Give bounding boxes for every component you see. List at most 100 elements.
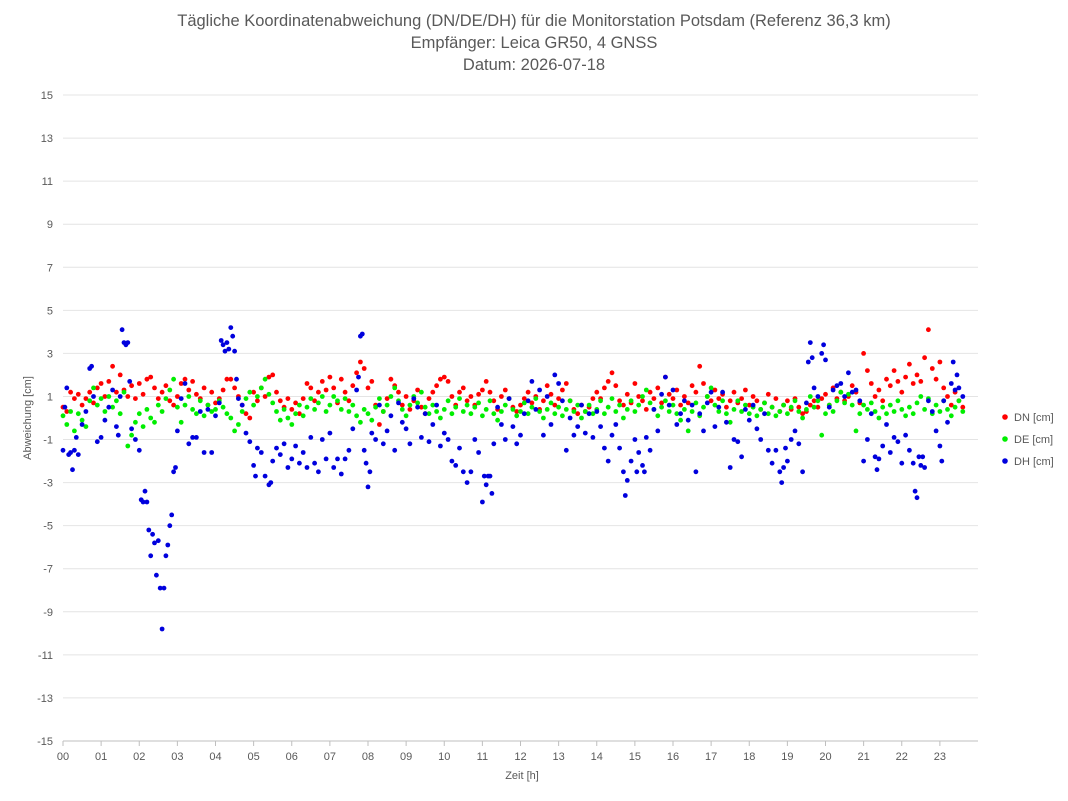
data-point [750, 394, 756, 399]
data-point [369, 379, 375, 384]
data-point [617, 398, 622, 404]
data-point [918, 379, 924, 384]
data-point [884, 411, 889, 417]
data-point [861, 351, 866, 356]
data-point [773, 413, 779, 419]
x-tick-label: 23 [934, 751, 946, 763]
data-point [327, 402, 333, 408]
data-point [819, 351, 825, 356]
data-point [769, 460, 775, 466]
data-point [544, 383, 550, 389]
data-point [316, 469, 321, 475]
data-point [323, 387, 329, 393]
data-point [434, 402, 439, 408]
data-point [621, 469, 626, 475]
data-point [544, 394, 550, 399]
data-point [117, 411, 123, 417]
data-point [777, 409, 783, 414]
data-point [194, 411, 199, 417]
data-point [79, 422, 85, 427]
data-point [258, 385, 264, 391]
data-point [758, 437, 764, 442]
data-point [613, 409, 619, 414]
data-point [779, 480, 785, 485]
data-point [140, 499, 146, 505]
data-point [110, 387, 115, 393]
x-tick-label: 12 [514, 751, 526, 763]
data-point [643, 435, 649, 440]
data-point [64, 385, 70, 391]
data-point [152, 419, 157, 425]
data-point [636, 394, 642, 399]
data-point [819, 396, 825, 401]
data-point [712, 402, 718, 408]
data-point [361, 447, 367, 453]
data-point [853, 428, 859, 434]
data-point [823, 391, 828, 397]
data-point [171, 376, 177, 382]
data-point [453, 463, 459, 468]
data-point [834, 383, 840, 389]
data-point [541, 398, 546, 404]
data-point [712, 424, 718, 429]
data-point [476, 400, 481, 406]
data-point [369, 417, 375, 423]
data-point [178, 381, 184, 386]
y-tick-label: -3 [43, 478, 53, 490]
data-point [171, 469, 177, 475]
data-point [518, 409, 523, 414]
data-point [762, 411, 767, 417]
data-point [634, 469, 640, 475]
data-point [514, 409, 520, 414]
data-point [899, 460, 905, 466]
data-point [636, 402, 642, 408]
data-point [178, 419, 184, 425]
x-tick-label: 07 [324, 751, 336, 763]
data-point [495, 404, 500, 410]
data-point [602, 411, 607, 417]
data-point [209, 450, 215, 455]
data-point [60, 413, 66, 419]
data-point [114, 389, 119, 395]
data-point [232, 348, 238, 354]
data-point [430, 389, 436, 395]
data-point [895, 439, 901, 445]
data-point [525, 389, 531, 395]
data-point [575, 402, 581, 408]
data-point [891, 409, 897, 414]
data-point [731, 437, 737, 442]
y-tick-label: -5 [43, 521, 53, 533]
data-point [457, 445, 462, 451]
data-point [289, 422, 295, 427]
data-point [830, 387, 836, 393]
data-point [678, 417, 683, 423]
data-point [205, 407, 211, 412]
data-point [79, 417, 85, 423]
data-point [693, 389, 699, 395]
data-point [377, 396, 382, 401]
data-point [407, 407, 413, 412]
data-point [579, 415, 584, 421]
data-point [907, 361, 912, 367]
data-point [622, 493, 628, 498]
data-point [724, 419, 729, 425]
data-point [110, 363, 115, 369]
data-point [167, 523, 173, 529]
x-tick-label: 15 [629, 751, 641, 763]
data-point [948, 402, 954, 408]
data-point [609, 432, 615, 438]
data-point [621, 402, 626, 408]
data-point [415, 387, 420, 393]
x-tick-label: 01 [95, 751, 107, 763]
data-point [403, 413, 409, 419]
data-point [491, 398, 497, 404]
data-point [354, 387, 359, 393]
data-point [617, 445, 622, 451]
data-point [438, 376, 443, 382]
data-point [125, 394, 131, 399]
legend-marker [1002, 436, 1008, 442]
data-point [270, 372, 276, 378]
data-point [887, 383, 893, 389]
data-point [157, 585, 163, 591]
data-point [735, 439, 741, 445]
